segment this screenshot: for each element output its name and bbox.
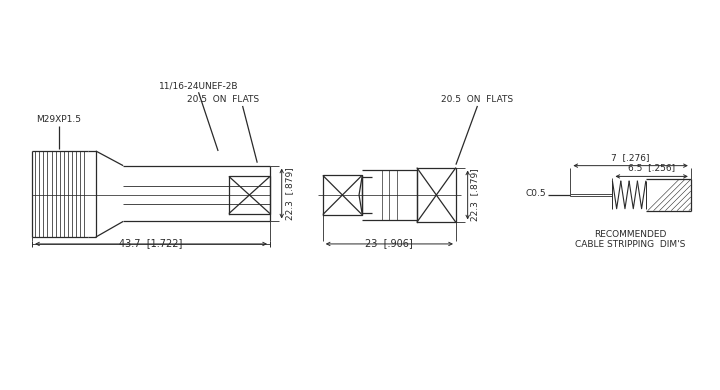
Text: 22.3  [.879]: 22.3 [.879] (284, 167, 294, 220)
Text: 6.5  [.256]: 6.5 [.256] (628, 163, 675, 172)
Text: RECOMMENDED: RECOMMENDED (595, 230, 667, 239)
Text: 20.5  ON  FLATS: 20.5 ON FLATS (441, 95, 513, 104)
Text: CABLE STRIPPING  DIM'S: CABLE STRIPPING DIM'S (575, 240, 685, 250)
Text: 43.7  [1.722]: 43.7 [1.722] (120, 238, 183, 248)
Text: M29XP1.5: M29XP1.5 (36, 115, 81, 124)
Text: 7  [.276]: 7 [.276] (611, 153, 650, 162)
Text: 23  [.906]: 23 [.906] (366, 238, 413, 248)
Text: 20.5  ON  FLATS: 20.5 ON FLATS (187, 95, 259, 104)
Text: 22.3  [.879]: 22.3 [.879] (471, 168, 480, 222)
Text: C0.5: C0.5 (526, 188, 546, 198)
Text: 11/16-24UNEF-2B: 11/16-24UNEF-2B (159, 81, 238, 90)
